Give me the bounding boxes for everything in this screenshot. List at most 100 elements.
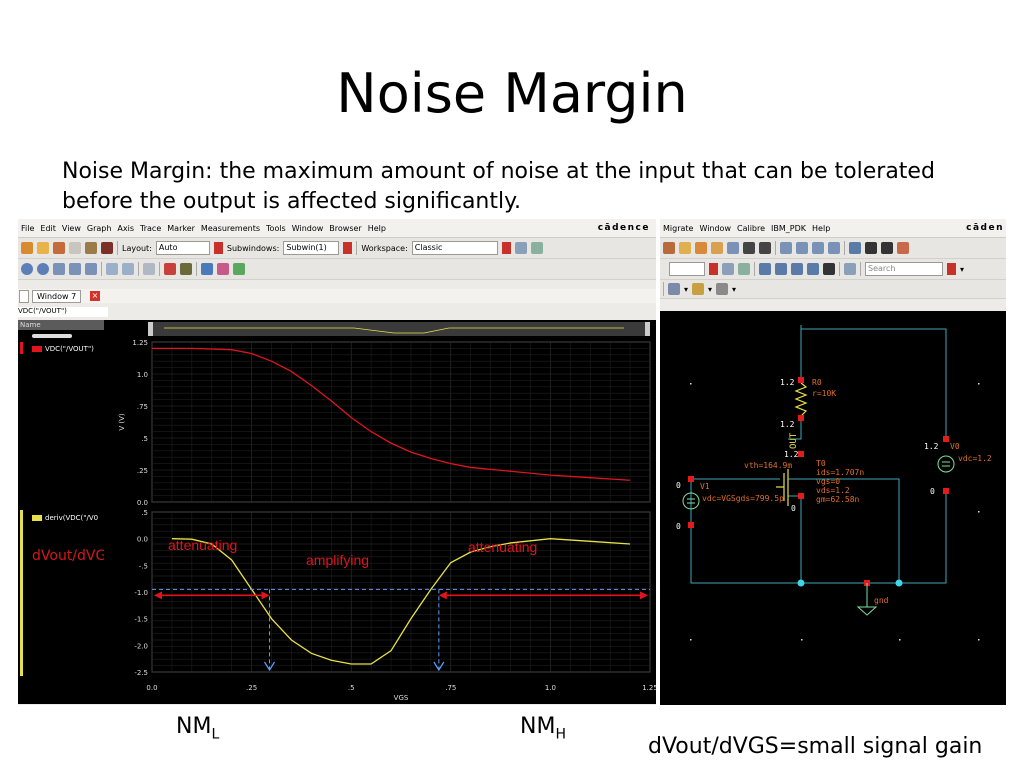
color-icon[interactable] xyxy=(217,263,229,275)
nml-text: NM xyxy=(176,714,212,739)
label-icon[interactable] xyxy=(759,242,771,254)
cut-icon[interactable] xyxy=(53,242,65,254)
zoom-box-icon[interactable] xyxy=(85,263,97,275)
vout-trace[interactable] xyxy=(152,347,631,481)
paste-icon[interactable] xyxy=(85,242,97,254)
menu-migrate[interactable]: Migrate xyxy=(663,223,694,233)
zoom-out-icon[interactable] xyxy=(796,242,808,254)
menu-marker[interactable]: Marker xyxy=(167,223,195,233)
strip-icon[interactable] xyxy=(201,263,213,275)
search-menu-chevron-down-icon[interactable]: ▾ xyxy=(960,264,965,274)
edit-icon[interactable] xyxy=(692,283,705,295)
tab-list-icon[interactable] xyxy=(19,290,29,303)
menu-trace[interactable]: Trace xyxy=(140,223,162,233)
deriv-trace[interactable] xyxy=(171,538,631,665)
pan-left-icon[interactable] xyxy=(106,263,118,275)
menu-view[interactable]: View xyxy=(61,223,81,233)
layers-icon[interactable] xyxy=(668,283,680,295)
select-icon[interactable] xyxy=(759,263,771,275)
pan-right-icon[interactable] xyxy=(122,263,134,275)
redo-icon[interactable] xyxy=(711,242,723,254)
descend-icon[interactable] xyxy=(865,242,877,254)
top-y-tick-label: .5 xyxy=(141,435,148,443)
menu-file[interactable]: File xyxy=(21,223,35,233)
menu-window[interactable]: Window xyxy=(291,223,324,233)
zoom-in-icon[interactable] xyxy=(780,242,792,254)
menu-measurements[interactable]: Measurements xyxy=(200,223,261,233)
copy-icon[interactable] xyxy=(69,242,81,254)
schematic-nmos[interactable] xyxy=(776,469,789,506)
zoom-in-icon[interactable] xyxy=(53,263,65,275)
subwindows-dropdown-icon[interactable] xyxy=(343,242,353,254)
dvout-annotation: dVout/dVGS xyxy=(32,548,116,564)
menu-browser[interactable]: Browser xyxy=(329,223,362,233)
workspace-combo[interactable]: Classic xyxy=(411,241,498,255)
menu-ibm-pdk[interactable]: IBM_PDK xyxy=(771,223,807,233)
workspace-dropdown-icon[interactable] xyxy=(501,242,511,254)
layout-dropdown-icon[interactable] xyxy=(213,242,223,254)
edit-chevron-down-icon[interactable]: ▾ xyxy=(708,284,713,294)
save-workspace-icon[interactable] xyxy=(514,242,527,254)
mirror-icon[interactable] xyxy=(807,263,819,275)
zoom-fit-icon[interactable] xyxy=(812,242,824,254)
cell-combo[interactable] xyxy=(669,262,705,276)
arrow-head-icon xyxy=(154,591,162,600)
ascend-icon[interactable] xyxy=(881,242,893,254)
search-input[interactable]: Search xyxy=(865,262,943,276)
schematic-resistor[interactable] xyxy=(794,382,808,417)
menu-graph[interactable]: Graph xyxy=(86,223,112,233)
redo-icon[interactable] xyxy=(37,242,49,254)
zoom-box-icon[interactable] xyxy=(828,242,840,254)
property-icon[interactable] xyxy=(727,242,739,254)
search-dropdown-icon[interactable] xyxy=(947,263,956,275)
calculator-icon[interactable] xyxy=(180,263,192,275)
netlist-icon[interactable] xyxy=(844,263,856,275)
pin-icon[interactable] xyxy=(663,242,675,254)
check-icon[interactable] xyxy=(897,242,909,254)
subwindows-combo[interactable]: Subwin(1) xyxy=(283,241,340,255)
hierarchy-icon[interactable] xyxy=(849,242,861,254)
menu-calibre[interactable]: Calibre xyxy=(737,223,766,233)
undo-icon[interactable] xyxy=(695,242,707,254)
stretch-icon[interactable] xyxy=(775,263,787,275)
load-workspace-icon[interactable] xyxy=(530,242,543,254)
rotate-icon[interactable] xyxy=(791,263,803,275)
layout-combo[interactable]: Auto xyxy=(155,241,210,255)
text-icon[interactable] xyxy=(823,263,835,275)
table-icon[interactable] xyxy=(143,263,155,275)
zoom-fit-icon[interactable] xyxy=(21,263,33,275)
zoom-out-icon[interactable] xyxy=(69,263,81,275)
overview-handle-right[interactable] xyxy=(645,322,650,336)
overview-handle-left[interactable] xyxy=(148,322,153,336)
delete-icon[interactable] xyxy=(101,242,113,254)
wire-icon[interactable] xyxy=(743,242,755,254)
layers-chevron-down-icon[interactable]: ▾ xyxy=(684,284,689,294)
menu-edit[interactable]: Edit xyxy=(40,223,56,233)
panel-scroll-handle[interactable] xyxy=(32,334,72,338)
overview-strip[interactable] xyxy=(152,322,646,336)
marker-flag-icon[interactable] xyxy=(164,263,176,275)
tab-window-7[interactable]: Window 7 xyxy=(32,290,82,303)
zoom-reset-icon[interactable] xyxy=(37,263,49,275)
open-icon[interactable] xyxy=(679,242,691,254)
undo-icon[interactable] xyxy=(21,242,33,254)
cell-dropdown-icon[interactable] xyxy=(709,263,718,275)
legend-item-vout[interactable]: VDC("/VOUT") xyxy=(32,345,94,353)
menu-window[interactable]: Window xyxy=(699,223,731,233)
tool-chevron-down-icon[interactable]: ▾ xyxy=(732,284,737,294)
x-tick-label: .5 xyxy=(348,684,355,692)
load-icon[interactable] xyxy=(738,263,750,275)
schematic-canvas[interactable]: 1.2 R0 r=10K 1.2 OUT 1.2 T0 vth=164.9m i… xyxy=(660,311,1006,705)
menu-help[interactable]: Help xyxy=(367,223,386,233)
schematic-vsource-v1[interactable] xyxy=(682,492,700,510)
menu-axis[interactable]: Axis xyxy=(117,223,135,233)
menu-tools[interactable]: Tools xyxy=(266,223,286,233)
tool-icon[interactable] xyxy=(716,283,729,295)
schematic-vsource-v0[interactable] xyxy=(937,455,955,473)
legend-vout-label: VDC("/VOUT") xyxy=(45,345,94,353)
menu-help[interactable]: Help xyxy=(812,223,831,233)
close-icon[interactable]: × xyxy=(90,291,100,301)
save-icon[interactable] xyxy=(722,263,734,275)
tree-icon[interactable] xyxy=(233,263,245,275)
legend-item-deriv[interactable]: deriv(VDC("/V0 xyxy=(32,514,98,522)
